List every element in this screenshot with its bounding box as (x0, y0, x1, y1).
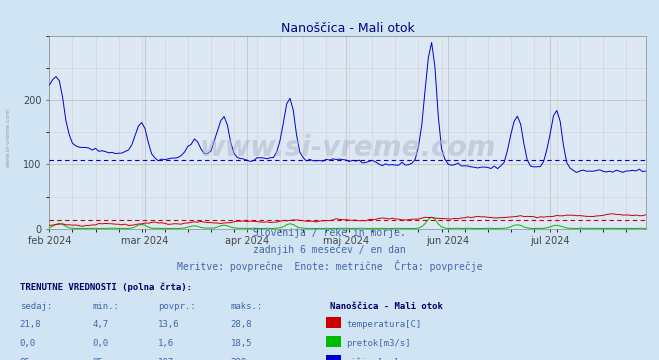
Text: povpr.:: povpr.: (158, 302, 196, 311)
Text: 107: 107 (158, 358, 174, 360)
Text: www.si-vreme.com: www.si-vreme.com (5, 107, 11, 167)
Text: pretok[m3/s]: pretok[m3/s] (346, 339, 411, 348)
Text: 21,8: 21,8 (20, 320, 42, 329)
Text: 28,8: 28,8 (231, 320, 252, 329)
Text: Meritve: povprečne  Enote: metrične  Črta: povprečje: Meritve: povprečne Enote: metrične Črta:… (177, 260, 482, 273)
Text: temperatura[C]: temperatura[C] (346, 320, 421, 329)
Text: Nanoščica - Mali otok: Nanoščica - Mali otok (330, 302, 442, 311)
Text: višina[cm]: višina[cm] (346, 358, 400, 360)
Text: 13,6: 13,6 (158, 320, 180, 329)
Text: TRENUTNE VREDNOSTI (polna črta):: TRENUTNE VREDNOSTI (polna črta): (20, 282, 192, 292)
Text: www.si-vreme.com: www.si-vreme.com (200, 134, 496, 162)
Text: 85: 85 (92, 358, 103, 360)
Text: 4,7: 4,7 (92, 320, 108, 329)
Text: 288: 288 (231, 358, 246, 360)
Text: 1,6: 1,6 (158, 339, 174, 348)
Text: maks.:: maks.: (231, 302, 263, 311)
Text: 0,0: 0,0 (20, 339, 36, 348)
Text: 0,0: 0,0 (92, 339, 108, 348)
Text: sedaj:: sedaj: (20, 302, 52, 311)
Text: Slovenija / reke in morje.: Slovenija / reke in morje. (253, 228, 406, 238)
Text: zadnjih 6 mesecev / en dan: zadnjih 6 mesecev / en dan (253, 245, 406, 255)
Text: min.:: min.: (92, 302, 119, 311)
Text: 18,5: 18,5 (231, 339, 252, 348)
Title: Nanoščica - Mali otok: Nanoščica - Mali otok (281, 22, 415, 35)
Text: 85: 85 (20, 358, 30, 360)
